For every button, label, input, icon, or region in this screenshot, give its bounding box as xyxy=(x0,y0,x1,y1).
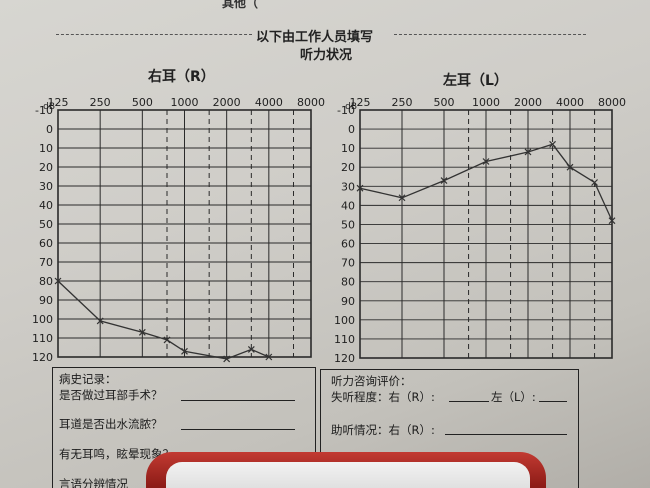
medical-history-box: 病史记录： 是否做过耳部手术？ 耳道是否出水流脓？ 有无耳鸣，眩晕现象？ 言语分… xyxy=(52,367,316,488)
right-x-tick-label: 8000 xyxy=(297,96,325,109)
right-y-tick-label: 90 xyxy=(39,294,53,307)
left-threshold-point xyxy=(591,179,598,186)
surgery-answer-field[interactable] xyxy=(181,400,295,401)
hearing-loss-left-field[interactable] xyxy=(539,401,567,402)
right-y-tick-label: 100 xyxy=(32,313,53,326)
left-y-tick-label: 0 xyxy=(348,123,355,136)
right-threshold-point xyxy=(181,347,188,355)
right-x-tick-label: 125 xyxy=(48,96,69,109)
hearing-evaluation-box: 听力咨询评价： 失听程度：右（R）: 左（L）: 助听情况：右（R）: xyxy=(320,369,579,488)
right-x-tick-label: 250 xyxy=(90,96,111,109)
right-y-tick-label: 80 xyxy=(39,275,53,288)
left-y-tick-label: 10 xyxy=(341,142,355,155)
surgery-question: 是否做过耳部手术？ xyxy=(59,388,163,402)
left-ear-chart-title: 左耳（L） xyxy=(443,73,508,89)
left-y-tick-label: 20 xyxy=(341,161,355,174)
right-y-tick-label: -10 xyxy=(35,104,53,117)
right-x-tick-label: 1000 xyxy=(171,96,199,109)
divider-line-left xyxy=(56,34,252,35)
left-y-unit: dB xyxy=(345,102,357,112)
right-y-tick-label: 120 xyxy=(32,351,53,364)
phone-screen xyxy=(166,462,530,488)
left-x-tick-label: 4000 xyxy=(556,96,584,109)
evaluation-title: 听力咨询评价： xyxy=(331,374,412,388)
left-x-tick-label: 8000 xyxy=(598,96,626,109)
right-x-tick-label: 2000 xyxy=(213,96,241,109)
right-threshold-line xyxy=(57,280,270,360)
right-threshold-point xyxy=(223,355,231,363)
left-threshold-point xyxy=(524,148,532,156)
ear-discharge-question: 耳道是否出水流脓？ xyxy=(59,417,163,431)
left-threshold-point xyxy=(608,217,616,225)
left-y-tick-label: 70 xyxy=(341,257,355,270)
left-y-tick-label: 30 xyxy=(341,180,355,193)
hearing-loss-right-label: 失听程度：右（R）: xyxy=(331,390,435,404)
left-y-tick-label: -10 xyxy=(337,104,355,117)
left-y-tick-label: 100 xyxy=(334,314,355,327)
hearing-loss-right-field[interactable] xyxy=(449,401,489,402)
divider-line-right xyxy=(394,34,586,35)
left-x-tick-label: 500 xyxy=(434,96,455,109)
left-y-tick-label: 90 xyxy=(341,295,355,308)
right-x-tick-label: 4000 xyxy=(255,96,283,109)
right-y-tick-label: 0 xyxy=(46,123,53,136)
top-cutoff-text: 其他（ xyxy=(222,0,259,10)
right-threshold-point xyxy=(247,345,255,353)
left-x-tick-label: 125 xyxy=(350,96,371,109)
left-threshold-point xyxy=(356,184,364,192)
right-y-tick-label: 30 xyxy=(39,180,53,193)
right-y-tick-label: 110 xyxy=(32,332,53,345)
hearing-loss-left-label: 左（L）: xyxy=(491,390,536,404)
history-title: 病史记录： xyxy=(59,372,117,386)
left-x-tick-label: 1000 xyxy=(472,96,500,109)
left-y-tick-label: 50 xyxy=(341,218,355,231)
left-threshold-point xyxy=(482,158,490,165)
left-y-tick-label: 120 xyxy=(334,352,355,365)
left-threshold-point xyxy=(566,163,574,171)
tinnitus-question: 有无耳鸣，眩晕现象？ xyxy=(59,447,174,461)
right-y-tick-label: 20 xyxy=(39,161,53,174)
left-x-tick-label: 250 xyxy=(392,96,413,109)
right-ear-chart-title: 右耳（R） xyxy=(148,69,215,85)
left-threshold-point xyxy=(398,194,406,202)
left-y-tick-label: 40 xyxy=(341,199,355,212)
right-threshold-point xyxy=(163,336,171,344)
right-threshold-point xyxy=(138,328,146,336)
hearing-aid-right-field[interactable] xyxy=(445,434,567,435)
left-threshold-point xyxy=(440,177,448,185)
left-y-tick-label: 110 xyxy=(334,333,355,346)
right-y-unit: dB xyxy=(43,102,55,112)
right-threshold-point xyxy=(96,317,104,325)
right-y-tick-label: 70 xyxy=(39,256,53,269)
hearing-status-title: 听力状况 xyxy=(300,48,353,63)
left-y-tick-label: 60 xyxy=(341,238,355,251)
staff-section-title: 以下由工作人员填写 xyxy=(256,30,374,45)
right-x-tick-label: 500 xyxy=(132,96,153,109)
right-y-tick-label: 60 xyxy=(39,237,53,250)
left-x-tick-label: 2000 xyxy=(514,96,542,109)
left-threshold-point xyxy=(549,140,556,148)
speech-discrimination-question: 言语分辨情况 xyxy=(59,477,128,488)
left-y-tick-label: 80 xyxy=(341,276,355,289)
staff-section-divider xyxy=(0,25,650,45)
hearing-aid-right-label: 助听情况：右（R）: xyxy=(331,423,435,437)
right-y-tick-label: 50 xyxy=(39,218,53,231)
right-threshold-point xyxy=(54,277,62,285)
right-y-tick-label: 10 xyxy=(39,142,53,155)
right-threshold-point xyxy=(265,353,273,361)
ear-discharge-answer-field[interactable] xyxy=(181,429,295,430)
right-y-tick-label: 40 xyxy=(39,199,53,212)
